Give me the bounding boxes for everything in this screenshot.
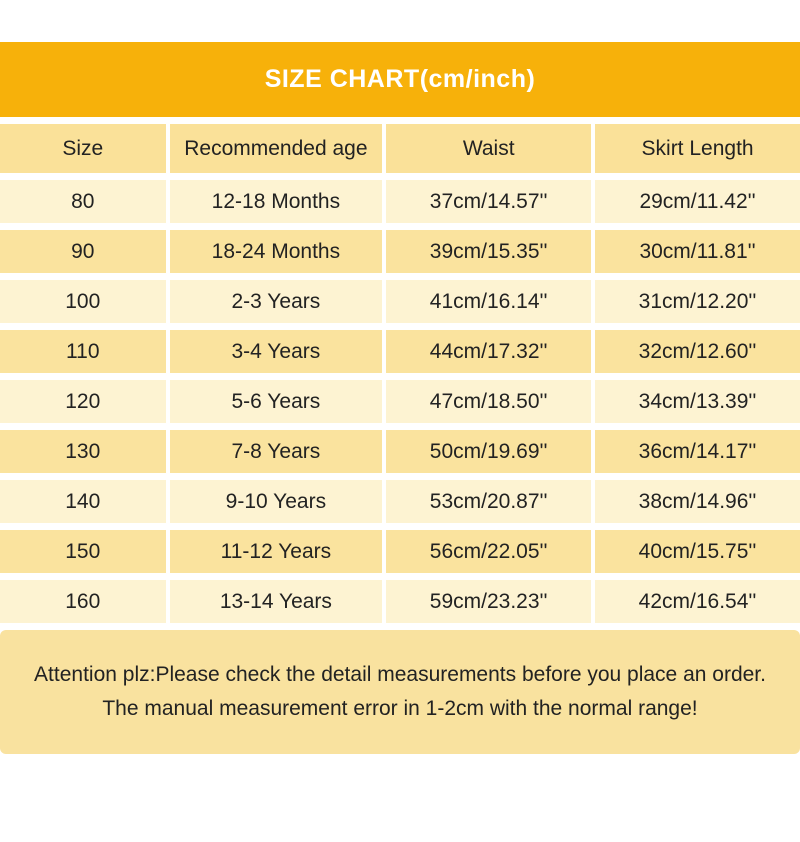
table-cell: 30cm/11.81'' — [591, 230, 800, 273]
table-cell: 140 — [0, 480, 166, 523]
table-row: 120 5-6 Years 47cm/18.50'' 34cm/13.39'' — [0, 380, 800, 423]
table-cell: 90 — [0, 230, 166, 273]
notice-line-1: Attention plz:Please check the detail me… — [34, 663, 766, 686]
table-cell: 38cm/14.96'' — [591, 480, 800, 523]
table-row: 130 7-8 Years 50cm/19.69'' 36cm/14.17'' — [0, 430, 800, 473]
notice-line-2: The manual measurement error in 1-2cm wi… — [102, 697, 698, 720]
table-cell: 13-14 Years — [165, 580, 383, 623]
size-chart-page: SIZE CHART(cm/inch) Size Recommended age… — [0, 42, 800, 842]
table-cell: 50cm/19.69'' — [382, 430, 592, 473]
table-cell: 32cm/12.60'' — [591, 330, 800, 373]
table-cell: 36cm/14.17'' — [591, 430, 800, 473]
table-cell: 42cm/16.54'' — [591, 580, 800, 623]
table-cell: 47cm/18.50'' — [382, 380, 592, 423]
table-cell: 53cm/20.87'' — [382, 480, 592, 523]
table-cell: 5-6 Years — [165, 380, 383, 423]
table-cell: 31cm/12.20'' — [591, 280, 800, 323]
table-cell: 29cm/11.42'' — [591, 180, 800, 223]
table-row: 140 9-10 Years 53cm/20.87'' 38cm/14.96'' — [0, 480, 800, 523]
table-cell: 110 — [0, 330, 166, 373]
table-cell: 34cm/13.39'' — [591, 380, 800, 423]
page-title: SIZE CHART(cm/inch) — [264, 65, 536, 93]
banner: SIZE CHART(cm/inch) — [0, 42, 800, 117]
table-cell: 56cm/22.05'' — [382, 530, 592, 573]
table-row: 90 18-24 Months 39cm/15.35'' 30cm/11.81'' — [0, 230, 800, 273]
table-cell: 150 — [0, 530, 166, 573]
table-cell: 11-12 Years — [165, 530, 383, 573]
table-cell: 2-3 Years — [165, 280, 383, 323]
column-header-recommended-age: Recommended age — [165, 124, 383, 173]
table-header-row: Size Recommended age Waist Skirt Length — [0, 124, 800, 173]
table-cell: 41cm/16.14'' — [382, 280, 592, 323]
table-row: 80 12-18 Months 37cm/14.57'' 29cm/11.42'' — [0, 180, 800, 223]
table-cell: 9-10 Years — [165, 480, 383, 523]
table-cell: 160 — [0, 580, 166, 623]
table-cell: 130 — [0, 430, 166, 473]
table-row: 150 11-12 Years 56cm/22.05'' 40cm/15.75'' — [0, 530, 800, 573]
table-cell: 100 — [0, 280, 166, 323]
attention-notice: Attention plz:Please check the detail me… — [0, 630, 800, 754]
table-cell: 7-8 Years — [165, 430, 383, 473]
table-row: 100 2-3 Years 41cm/16.14'' 31cm/12.20'' — [0, 280, 800, 323]
size-table-body: 80 12-18 Months 37cm/14.57'' 29cm/11.42'' 90… — [0, 180, 800, 623]
table-row: 110 3-4 Years 44cm/17.32'' 32cm/12.60'' — [0, 330, 800, 373]
size-table: Size Recommended age Waist Skirt Length … — [0, 117, 800, 630]
column-header-waist: Waist — [382, 124, 592, 173]
table-cell: 40cm/15.75'' — [591, 530, 800, 573]
column-header-size: Size — [0, 124, 166, 173]
table-cell: 120 — [0, 380, 166, 423]
column-header-skirt-length: Skirt Length — [591, 124, 800, 173]
table-cell: 18-24 Months — [165, 230, 383, 273]
table-cell: 59cm/23.23'' — [382, 580, 592, 623]
table-cell: 39cm/15.35'' — [382, 230, 592, 273]
table-cell: 80 — [0, 180, 166, 223]
table-row: 160 13-14 Years 59cm/23.23'' 42cm/16.54'' — [0, 580, 800, 623]
table-cell: 12-18 Months — [165, 180, 383, 223]
table-cell: 37cm/14.57'' — [382, 180, 592, 223]
table-cell: 44cm/17.32'' — [382, 330, 592, 373]
table-cell: 3-4 Years — [165, 330, 383, 373]
